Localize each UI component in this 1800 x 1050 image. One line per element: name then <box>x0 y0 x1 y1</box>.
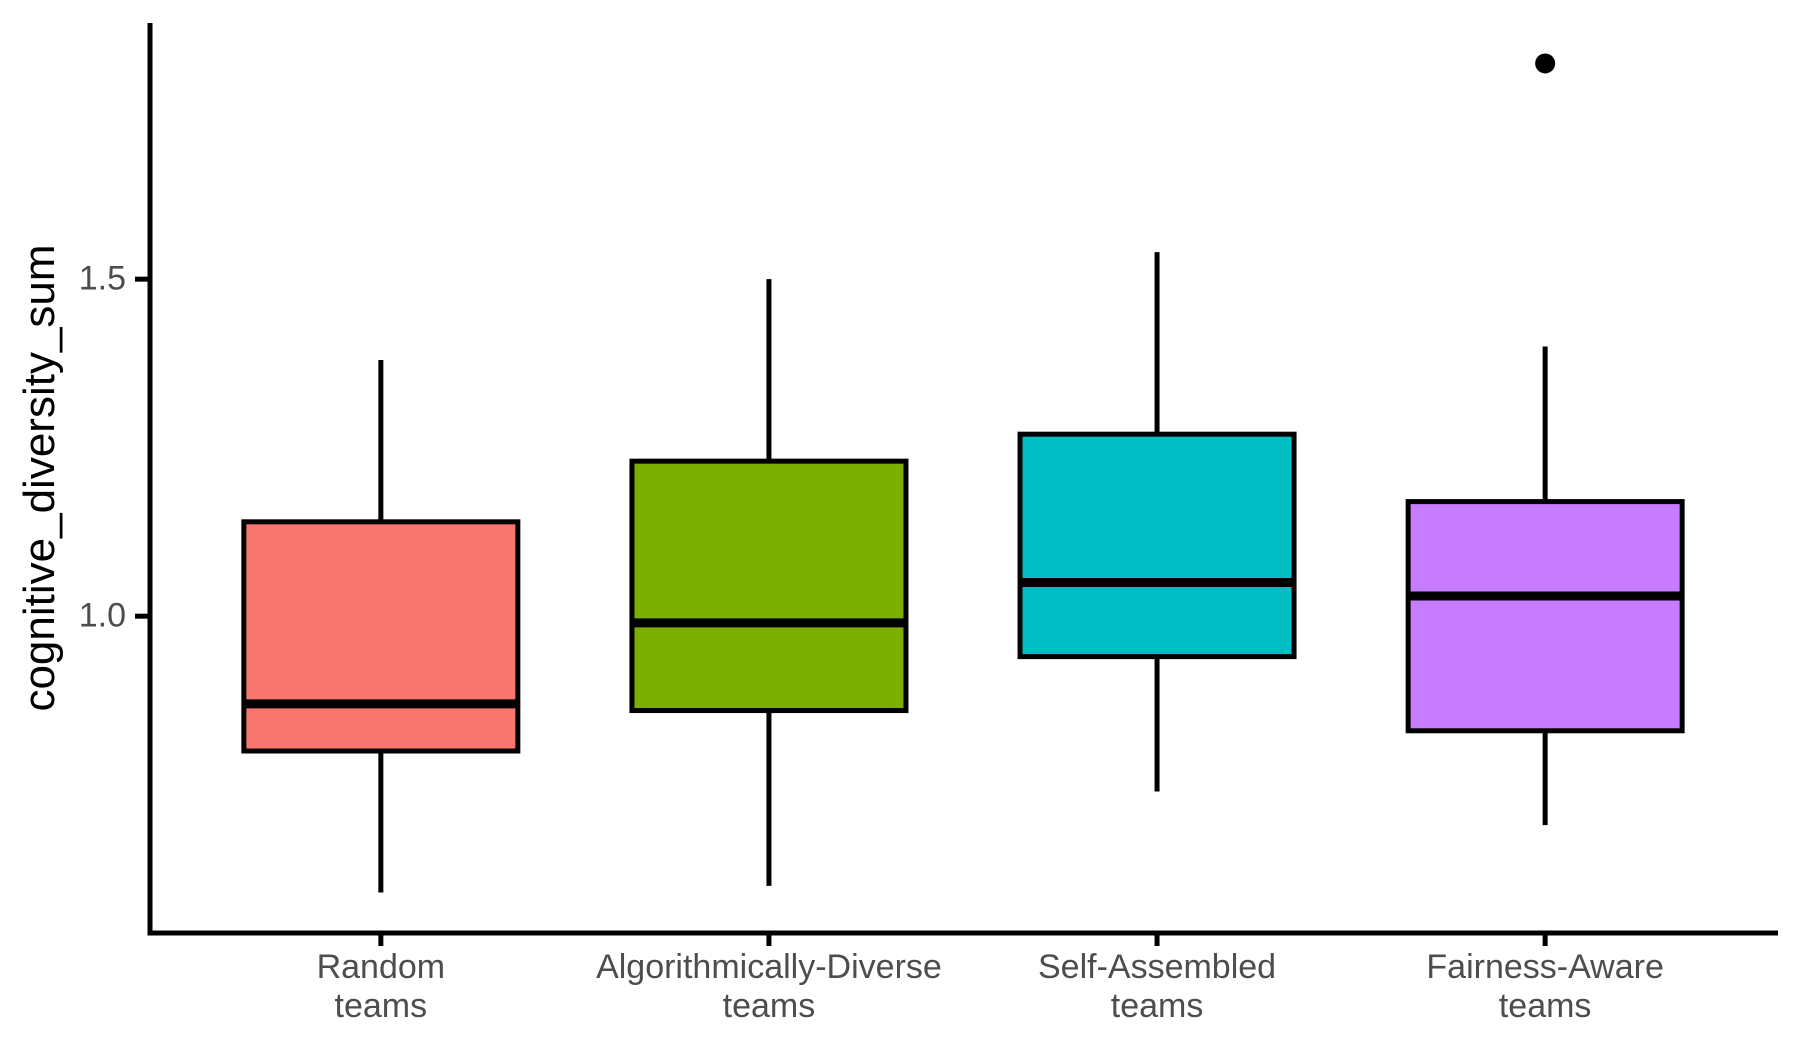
x-tick-label-line: teams <box>1110 987 1204 1025</box>
box-rect <box>1405 499 1685 734</box>
x-tick-label-line: Algorithmically-Diverse <box>596 948 942 986</box>
x-tick-label-line: Self-Assembled <box>1037 948 1277 986</box>
x-tick-label-algorithmically-diverse-teams: Algorithmically-Diverse teams <box>489 948 1049 1026</box>
y-tick-label-1-5: 1.5 <box>78 259 126 298</box>
x-tick-label-random-teams: Random teams <box>101 948 661 1026</box>
x-tick-label-fairness-aware-teams: Fairness-Aware teams <box>1265 948 1800 1026</box>
outlier-point <box>1535 53 1556 74</box>
box-rect <box>1017 431 1297 660</box>
x-tick-label-self-assembled-teams: Self-Assembled teams <box>877 948 1437 1026</box>
x-tick-label-line: teams <box>334 987 428 1025</box>
y-axis-title: cognitive_diversity_sum <box>15 244 64 712</box>
box-rect <box>629 458 909 714</box>
x-tick-label-line: teams <box>1498 987 1592 1025</box>
box-rect <box>241 519 521 754</box>
x-tick-label-line: Random <box>316 948 446 986</box>
x-tick-label-line: teams <box>722 987 816 1025</box>
y-tick-label-1-0: 1.0 <box>78 596 126 635</box>
x-tick-label-line: Fairness-Aware <box>1426 948 1664 986</box>
